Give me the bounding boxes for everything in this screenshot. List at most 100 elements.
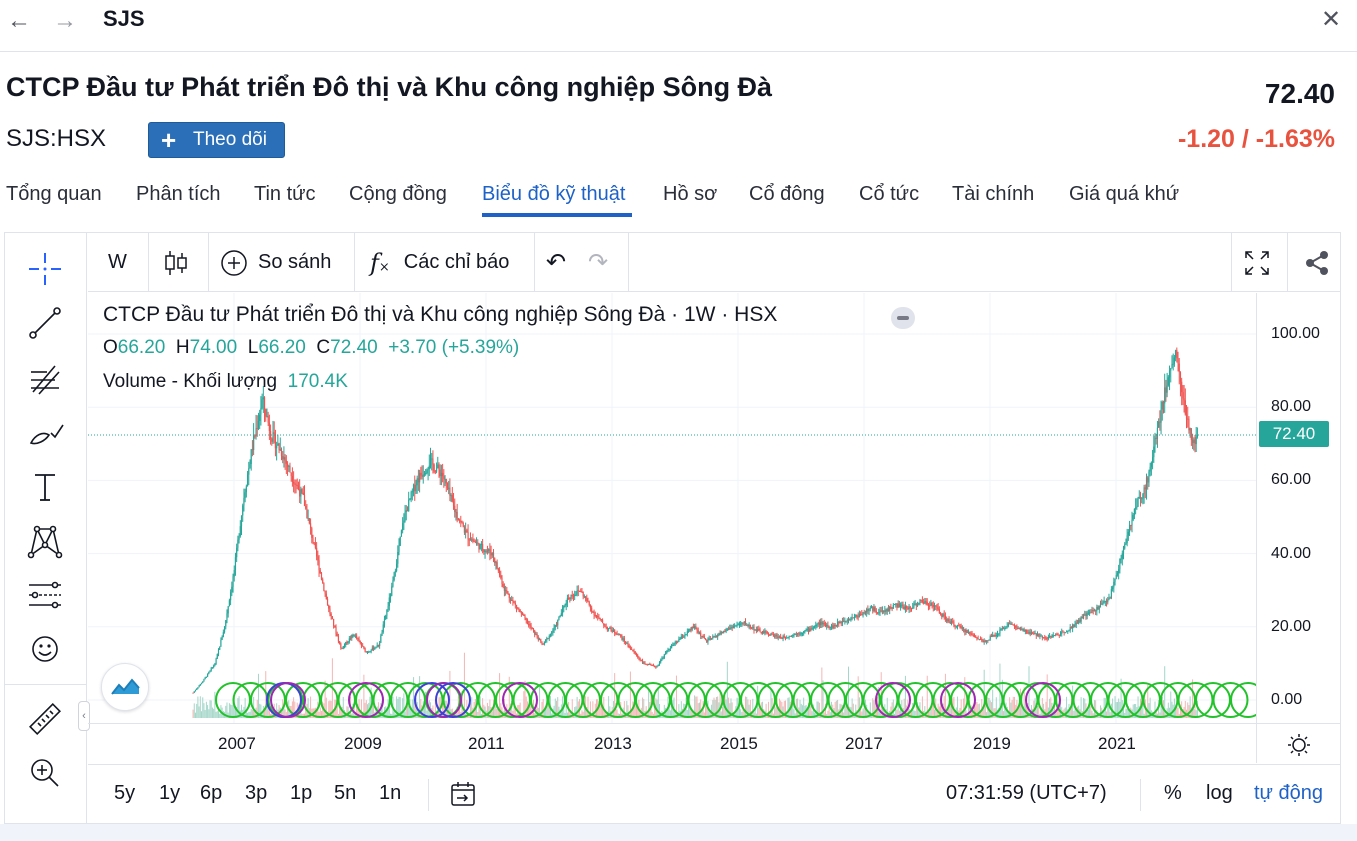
tab-news[interactable]: Tin tức [254,183,316,205]
toolbar-separator [208,233,209,292]
tab-dividends[interactable]: Cổ tức [859,183,920,205]
volume-bar [619,713,621,718]
candle-body [704,638,707,641]
volume-bar [690,710,692,718]
fib-retracement-icon[interactable] [23,358,67,398]
candle-body [703,636,705,639]
hide-legend-button[interactable] [891,307,915,329]
pattern-tool-icon[interactable] [23,521,67,561]
candle-body [717,635,719,638]
candle-body [525,618,527,620]
tab-shareholders[interactable]: Cổ đông [749,183,825,205]
volume-label: Volume - Khối lượng [103,371,278,392]
candle-body [425,472,427,475]
log-scale-toggle[interactable]: log [1206,782,1233,804]
volume-bar [777,706,779,718]
follow-button[interactable]: + Theo dõi [148,122,285,158]
tradingview-logo-icon[interactable] [101,663,149,711]
clock-readout[interactable]: 07:31:59 (UTC+7) [946,782,1107,804]
candle-body [984,640,986,642]
candle-body [228,600,230,607]
percent-scale-toggle[interactable]: % [1164,782,1182,804]
compare-button[interactable]: So sánh [220,233,331,292]
indicators-button[interactable]: f× Các chỉ báo [370,233,509,292]
volume-bar [1099,705,1101,718]
volume-bar [809,705,811,718]
candlestick-icon[interactable] [163,233,189,292]
undo-icon[interactable]: ↶ [546,249,567,276]
volume-bar [489,699,491,718]
time-scale[interactable]: 2007 2009 2011 2013 2015 2017 2019 2021 [88,723,1256,763]
redo-icon[interactable]: ↷ [588,249,609,276]
candle-body [1016,627,1018,629]
candle-body [505,590,507,592]
go-to-date-icon[interactable] [448,779,478,815]
range-5n[interactable]: 5n [334,782,357,804]
range-1y[interactable]: 1y [159,782,181,804]
chart-pane[interactable]: CTCP Đầu tư Phát triển Đô thị và Khu côn… [88,293,1256,723]
tab-community[interactable]: Cộng đồng [349,183,447,205]
prediction-tool-icon[interactable] [23,575,67,615]
brush-icon[interactable] [23,413,67,453]
volume-bar [238,696,240,718]
candle-body [1096,607,1098,612]
toolbar-separator [428,779,429,811]
candle-body [927,604,930,606]
volume-bar [1066,696,1068,718]
chart-settings-icon[interactable] [1256,723,1340,763]
candle-body [993,634,995,636]
tab-overview[interactable]: Tổng quan [6,183,102,205]
price-chart[interactable] [88,293,1256,723]
candle-body [799,633,801,635]
price-scale[interactable]: 100.00 80.00 60.00 40.00 20.00 0.00 72.4… [1256,293,1340,723]
volume-bar [654,705,656,718]
auto-scale-toggle[interactable]: tự động [1254,782,1323,804]
forward-arrow-icon[interactable]: → [53,7,77,34]
tab-technical-chart[interactable]: Biểu đồ kỹ thuật [482,183,626,205]
trend-line-icon[interactable] [23,303,67,343]
close-icon[interactable]: ✕ [1320,6,1342,33]
text-tool-icon[interactable] [23,467,67,507]
candle-body [1023,629,1025,632]
candle-body [466,530,468,533]
range-1n[interactable]: 1n [379,782,402,804]
collapse-toolbar-handle[interactable]: ‹ [78,701,90,731]
candle-body [622,638,624,640]
volume-bar [1004,703,1006,718]
dividend-marker [875,682,911,718]
range-6p[interactable]: 6p [200,782,223,804]
volume-bar [1182,709,1184,718]
volume-bar [399,697,401,718]
candle-body [1187,418,1189,420]
range-5y[interactable]: 5y [114,782,136,804]
tab-analysis[interactable]: Phân tích [136,183,221,205]
share-icon[interactable] [1303,233,1331,292]
volume-bar [413,677,415,718]
candle-body [766,632,768,634]
tab-price-history[interactable]: Giá quá khứ [1069,183,1180,205]
zoom-in-icon[interactable] [23,753,67,793]
volume-bar [1118,698,1120,718]
toolbar-divider [5,684,87,685]
back-arrow-icon[interactable]: ← [7,7,31,34]
range-1p[interactable]: 1p [290,782,313,804]
volume-bar [948,700,950,718]
candle-body [964,629,966,633]
candle-body [297,485,300,490]
interval-button[interactable]: W [108,251,127,273]
candle-body [231,586,233,593]
candle-body [445,478,447,484]
volume-bar [782,706,784,718]
crosshair-icon[interactable] [23,249,67,289]
ruler-icon[interactable] [23,699,67,739]
tab-financials[interactable]: Tài chính [952,183,1035,205]
candle-body [919,599,921,604]
fullscreen-icon[interactable] [1243,233,1271,292]
candle-body [583,596,585,598]
range-3p[interactable]: 3p [245,782,268,804]
volume-bar [608,696,610,718]
smiley-icon[interactable] [23,629,67,669]
tab-profile[interactable]: Hồ sơ [663,183,718,205]
candle-body [929,605,931,607]
volume-bar [604,711,606,718]
